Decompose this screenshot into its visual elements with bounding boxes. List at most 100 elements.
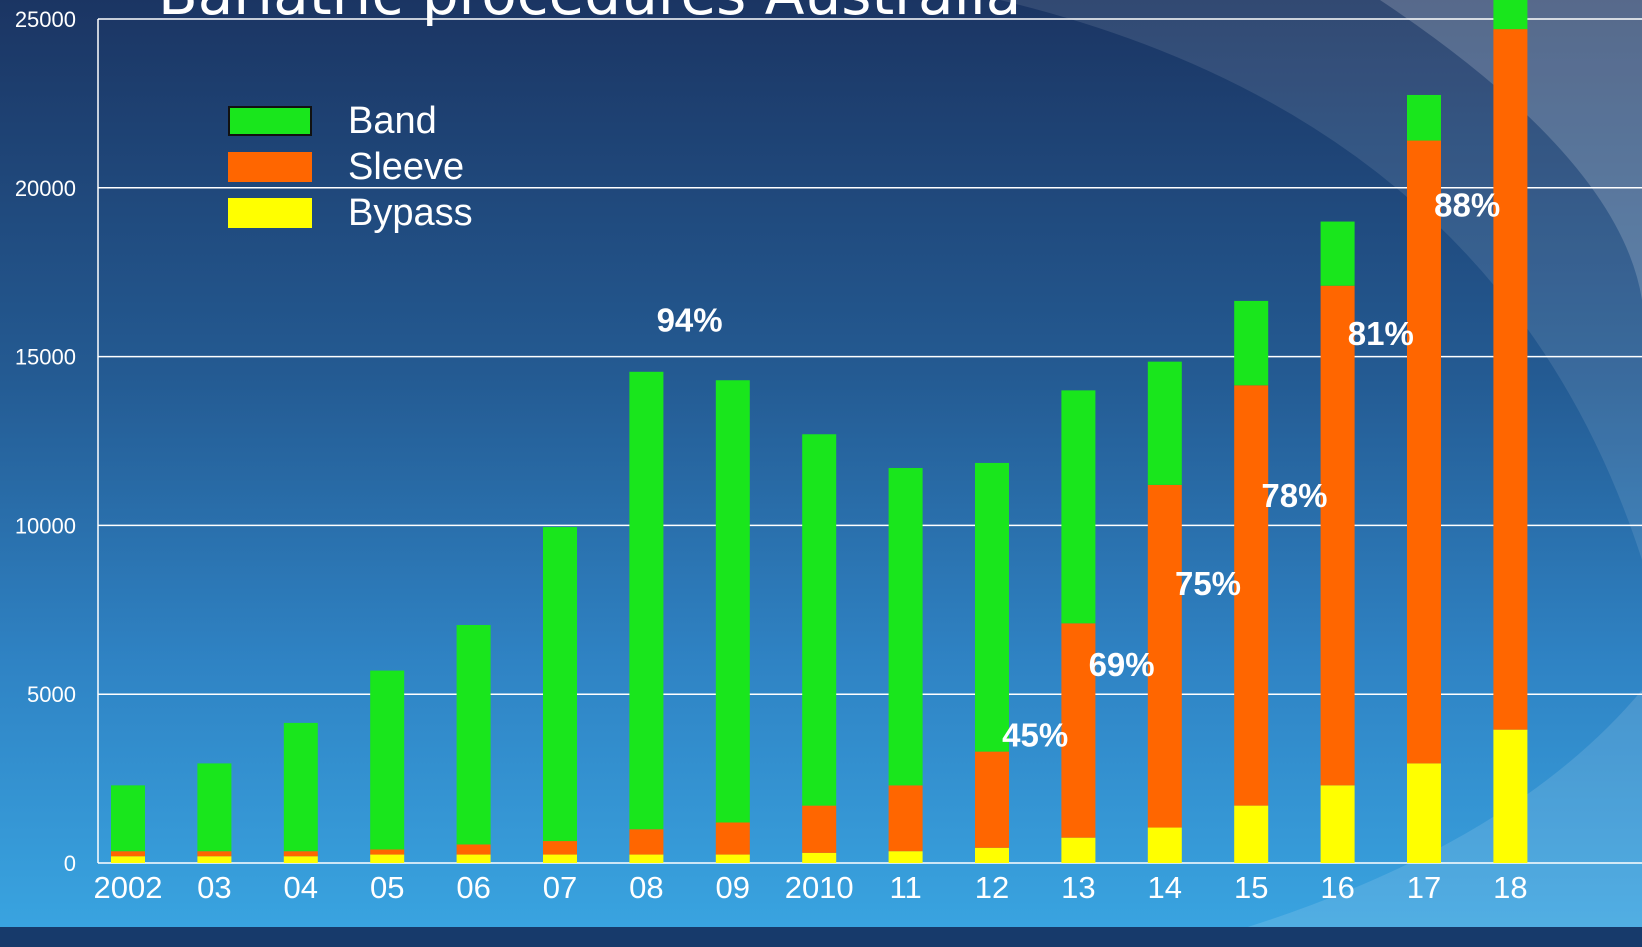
bar-band-08 <box>629 371 664 830</box>
x-tick-label: 12 <box>975 870 1009 905</box>
bar-band-18 <box>1493 0 1528 30</box>
y-tick-label: 25000 <box>15 7 76 32</box>
bar-sleeve-07 <box>543 841 577 855</box>
x-tick-label: 04 <box>284 870 318 905</box>
bar-band-17 <box>1407 94 1441 141</box>
y-tick-label: 0 <box>64 851 76 876</box>
x-axis-tick-labels: 2002 03 04 05 06 07 08 09 2010 11 12 13 14 15 16 17 18 <box>94 870 1528 905</box>
bar-sleeve-08 <box>629 829 664 855</box>
bar-bypass-2010 <box>802 852 837 863</box>
legend-swatch-bypass <box>228 198 312 228</box>
bar-band-12 <box>975 462 1009 752</box>
bar-band-14 <box>1147 361 1182 485</box>
bar-sleeve-04 <box>283 851 318 857</box>
bar-sleeve-11 <box>888 785 923 852</box>
annotation-percent: 45% <box>1002 717 1068 754</box>
x-tick-label: 13 <box>1061 870 1095 905</box>
bar-sleeve-05 <box>370 849 405 855</box>
gridlines <box>97 18 1642 864</box>
legend-item-band: Band <box>228 98 473 144</box>
bar-sleeve-2010 <box>802 805 837 853</box>
annotation-percent: 81% <box>1348 315 1414 352</box>
chart-title: Bariatric procedures Australia <box>158 0 1021 28</box>
annotation-percent: 75% <box>1175 565 1241 602</box>
x-tick-label: 17 <box>1407 870 1441 905</box>
x-tick-label: 08 <box>629 870 663 905</box>
legend-item-sleeve: Sleeve <box>228 144 473 190</box>
bar-bypass-18 <box>1493 729 1528 863</box>
annotation-percent: 88% <box>1434 187 1500 224</box>
legend-label-sleeve: Sleeve <box>348 145 465 188</box>
x-tick-label: 15 <box>1234 870 1268 905</box>
bar-sleeve-12 <box>975 751 1009 848</box>
bar-band-09 <box>715 380 750 823</box>
bar-band-06 <box>456 624 491 845</box>
x-tick-label: 16 <box>1320 870 1354 905</box>
bar-bypass-2002 <box>111 856 145 863</box>
bar-band-03 <box>197 763 232 852</box>
bar-band-15 <box>1234 300 1269 386</box>
bar-bypass-04 <box>283 856 318 863</box>
legend-label-bypass: Bypass <box>348 191 473 234</box>
bar-sleeve-15 <box>1234 385 1269 806</box>
bar-band-07 <box>543 527 577 842</box>
bar-bypass-06 <box>456 854 491 863</box>
bar-band-05 <box>370 670 405 850</box>
bar-sleeve-06 <box>456 844 491 855</box>
bar-band-2002 <box>111 785 145 852</box>
bar-sleeve-14 <box>1147 484 1182 828</box>
bar-bypass-09 <box>715 854 750 863</box>
bar-sleeve-16 <box>1320 285 1355 786</box>
y-tick-label: 20000 <box>15 176 76 201</box>
bar-band-13 <box>1061 390 1096 624</box>
bars <box>111 0 1528 863</box>
bar-bypass-12 <box>975 847 1009 863</box>
y-tick-label: 10000 <box>15 513 76 538</box>
x-tick-label: 06 <box>456 870 490 905</box>
x-tick-label: 14 <box>1148 870 1182 905</box>
bar-bypass-08 <box>629 854 664 863</box>
bar-sleeve-13 <box>1061 623 1096 838</box>
bar-bypass-17 <box>1407 763 1441 863</box>
annotations: 94% 45% 69% 75% 78% 81% 88% <box>657 187 1501 754</box>
legend-swatch-sleeve <box>228 152 312 182</box>
x-tick-label: 18 <box>1493 870 1527 905</box>
bar-bypass-05 <box>370 854 405 863</box>
annotation-percent: 94% <box>657 301 723 338</box>
x-tick-label: 07 <box>543 870 577 905</box>
bar-sleeve-18 <box>1493 29 1528 730</box>
bar-band-04 <box>283 722 318 852</box>
bar-band-16 <box>1320 221 1355 286</box>
bar-band-11 <box>888 468 923 786</box>
x-tick-label: 2002 <box>94 870 163 905</box>
legend-label-band: Band <box>348 99 437 142</box>
x-tick-label: 11 <box>890 870 922 905</box>
annotation-percent: 69% <box>1089 646 1155 683</box>
bar-bypass-16 <box>1320 785 1355 863</box>
bar-bypass-07 <box>543 854 577 863</box>
x-tick-label: 03 <box>197 870 231 905</box>
x-tick-label: 2010 <box>785 870 854 905</box>
x-tick-label: 05 <box>370 870 404 905</box>
bar-bypass-11 <box>888 851 923 863</box>
bottom-band <box>0 927 1642 947</box>
bar-sleeve-2002 <box>111 851 145 857</box>
bar-sleeve-09 <box>715 822 750 855</box>
legend: Band Sleeve Bypass <box>228 98 473 236</box>
bar-bypass-13 <box>1061 837 1096 863</box>
bar-sleeve-03 <box>197 851 232 857</box>
bar-sleeve-17 <box>1407 140 1441 764</box>
legend-swatch-band <box>228 106 312 136</box>
bar-bypass-15 <box>1234 805 1269 863</box>
x-tick-label: 09 <box>716 870 750 905</box>
annotation-percent: 78% <box>1261 477 1327 514</box>
y-axis-tick-labels: 0 5000 10000 15000 20000 25000 <box>15 7 76 876</box>
y-tick-label: 5000 <box>27 682 76 707</box>
bar-bypass-03 <box>197 856 232 863</box>
bar-bypass-14 <box>1147 827 1182 863</box>
legend-item-bypass: Bypass <box>228 190 473 236</box>
y-tick-label: 15000 <box>15 345 76 370</box>
bar-band-2010 <box>802 434 837 806</box>
